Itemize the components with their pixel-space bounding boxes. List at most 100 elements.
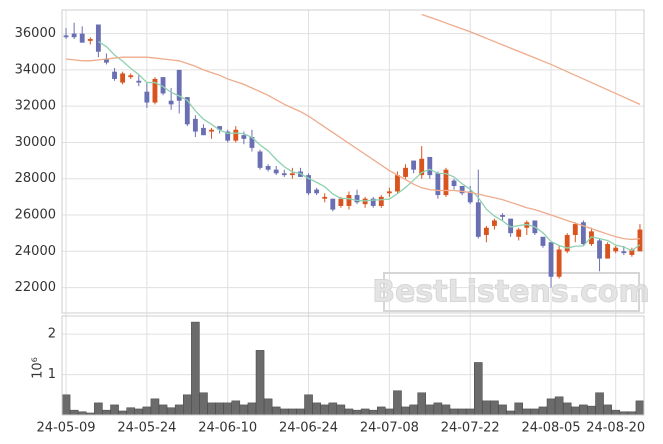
- volume-bar: [393, 390, 402, 416]
- candle-body: [605, 244, 611, 259]
- volume-bar: [514, 402, 524, 416]
- candle-body: [168, 100, 174, 105]
- candle-body: [120, 73, 126, 83]
- volume-bar: [595, 392, 604, 416]
- volume-bar: [174, 404, 184, 416]
- candle-body: [281, 173, 287, 176]
- volume-bar: [522, 408, 532, 416]
- y-tick-label: 1: [48, 367, 56, 382]
- volume-bar: [207, 402, 216, 416]
- volume-bar: [118, 410, 127, 416]
- price-frame: [61, 9, 645, 314]
- candle-body: [443, 169, 449, 196]
- y-tick-label: 32000: [15, 99, 56, 114]
- x-tick-label: 24-07-08: [360, 421, 419, 436]
- y-tick-label: 28000: [15, 171, 56, 186]
- candle-body: [87, 39, 93, 41]
- volume-bar: [474, 362, 483, 416]
- candle-body: [273, 169, 279, 174]
- volume-bar: [263, 398, 273, 416]
- volume-bar: [134, 408, 144, 416]
- volume-bar: [255, 350, 265, 416]
- volume-bar: [385, 408, 394, 416]
- candle-body: [378, 196, 384, 206]
- candle-body: [500, 215, 505, 217]
- candle-body: [112, 71, 117, 79]
- volume-bar: [498, 404, 507, 416]
- candle-body: [217, 126, 223, 130]
- volume-bar: [280, 408, 289, 416]
- volume-bar: [611, 409, 621, 416]
- candle-body: [257, 151, 263, 168]
- candle-body: [144, 91, 150, 103]
- candle-body: [249, 137, 255, 148]
- volume-bar: [360, 408, 370, 416]
- candle-body: [152, 78, 158, 103]
- candle-body: [225, 131, 231, 141]
- volume-bar: [579, 404, 588, 416]
- volume-bar: [490, 400, 499, 416]
- candle-body: [79, 33, 85, 43]
- volume-bar: [69, 409, 79, 416]
- candle-body: [160, 77, 166, 94]
- volume-bar: [215, 402, 224, 416]
- watermark: BestListens.com: [372, 275, 650, 310]
- volume-bar: [457, 408, 467, 416]
- candle-body: [435, 173, 441, 196]
- candle-body: [467, 191, 473, 203]
- volume-bar: [546, 398, 556, 416]
- moving-average-line: [98, 41, 641, 252]
- volume-bar: [482, 400, 491, 416]
- volume-bar: [110, 404, 119, 416]
- volume-bar: [247, 402, 257, 416]
- candle-body: [241, 135, 247, 139]
- volume-bar: [603, 404, 612, 416]
- moving-average-line: [421, 13, 641, 105]
- volume-bar: [377, 406, 386, 416]
- x-tick-label: 24-06-24: [279, 421, 338, 436]
- volume-bar: [183, 394, 192, 416]
- volume-bar: [150, 398, 160, 416]
- candle-body: [492, 220, 497, 226]
- candle-body: [548, 242, 554, 277]
- volume-bar: [562, 402, 572, 416]
- candle-body: [613, 247, 619, 252]
- volume-bar: [231, 400, 241, 416]
- candle-body: [354, 195, 360, 203]
- x-tick-label: 24-06-10: [198, 421, 257, 436]
- candle-body: [540, 236, 546, 246]
- volume-bar: [296, 408, 305, 416]
- labels: 22000 24000 26000 28000 30000 32000 34000 36000…: [15, 26, 646, 435]
- candle-body: [629, 249, 635, 255]
- volume-bar: [401, 406, 410, 416]
- moving-average-line: [65, 56, 641, 241]
- candle-body: [289, 173, 295, 176]
- candle-body: [556, 249, 562, 277]
- volume-bar: [61, 394, 71, 416]
- candle-body: [395, 175, 400, 192]
- volume-panel: [61, 321, 645, 416]
- candle-body: [201, 127, 206, 136]
- candle-body: [411, 160, 417, 170]
- volume-bar: [320, 404, 329, 416]
- price-panel: [63, 13, 643, 288]
- candle-body: [580, 222, 586, 245]
- x-tick-label: 24-08-05: [522, 421, 581, 436]
- y-tick-label: 26000: [15, 208, 56, 223]
- candle-body: [184, 97, 190, 125]
- volume-bar: [538, 406, 548, 416]
- volume-bar: [102, 409, 111, 416]
- candle-body: [370, 198, 376, 206]
- y-tick-label: 30000: [15, 135, 56, 150]
- volume-bar: [239, 404, 249, 416]
- candle-body: [338, 198, 344, 206]
- volume-bar: [158, 404, 168, 416]
- y-tick-label: 34000: [15, 62, 56, 77]
- volume-bar: [409, 404, 418, 416]
- volume-bar: [142, 406, 152, 416]
- volume-bar: [554, 396, 564, 416]
- candle-body: [63, 35, 69, 38]
- volume-bar: [417, 392, 426, 416]
- candle-body: [621, 251, 627, 254]
- volume-bar: [328, 402, 338, 416]
